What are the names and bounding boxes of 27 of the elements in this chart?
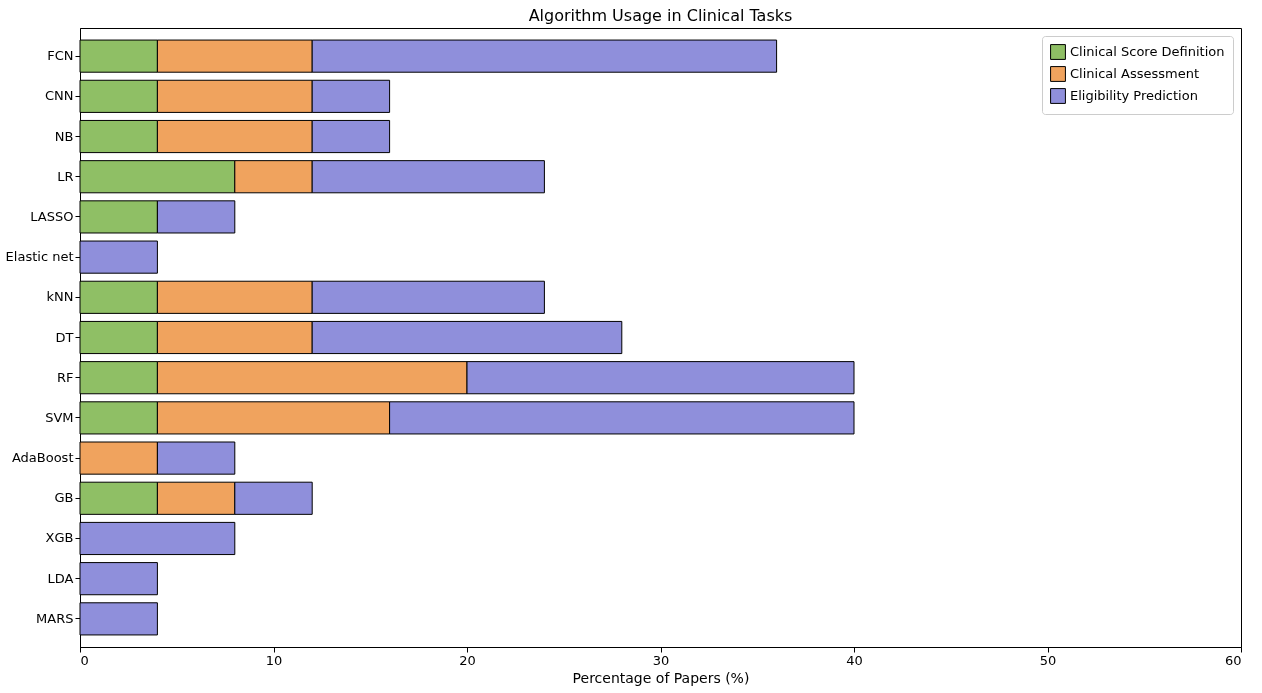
legend-label: Clinical Assessment	[1070, 66, 1199, 81]
y-tick-label: SVM	[45, 409, 74, 425]
y-tick-label: LR	[57, 168, 74, 184]
x-tick-label: 40	[846, 652, 863, 668]
y-tick-label: XGB	[45, 530, 74, 546]
y-tick-label: LDA	[47, 570, 74, 586]
y-tick-label: DT	[55, 329, 74, 345]
y-tick-label: GB	[54, 490, 74, 506]
x-tick-label: 10	[265, 652, 283, 668]
legend-label: Clinical Score Definition	[1070, 44, 1225, 59]
x-tick-label: 60	[1224, 652, 1242, 668]
chart-title: Algorithm Usage in Clinical Tasks	[528, 6, 793, 25]
y-tick-label: CNN	[44, 88, 74, 104]
x-tick-label: 20	[459, 652, 476, 668]
x-axis-title: Percentage of Papers (%)	[572, 669, 750, 686]
x-tick-label: 30	[652, 652, 670, 668]
legend-label: Eligibility Prediction	[1070, 88, 1198, 103]
y-tick-label: AdaBoost	[11, 450, 74, 466]
y-tick-label: RF	[56, 369, 74, 385]
x-tick-label: 0	[80, 652, 89, 668]
x-tick-label: 50	[1039, 652, 1057, 668]
y-tick-label: LASSO	[30, 208, 74, 224]
y-tick-label: kNN	[46, 289, 74, 305]
y-tick-label: Elastic net	[5, 249, 74, 265]
y-tick-label: MARS	[36, 610, 74, 626]
y-tick-label: NB	[54, 128, 74, 144]
y-tick-label: FCN	[47, 48, 74, 64]
